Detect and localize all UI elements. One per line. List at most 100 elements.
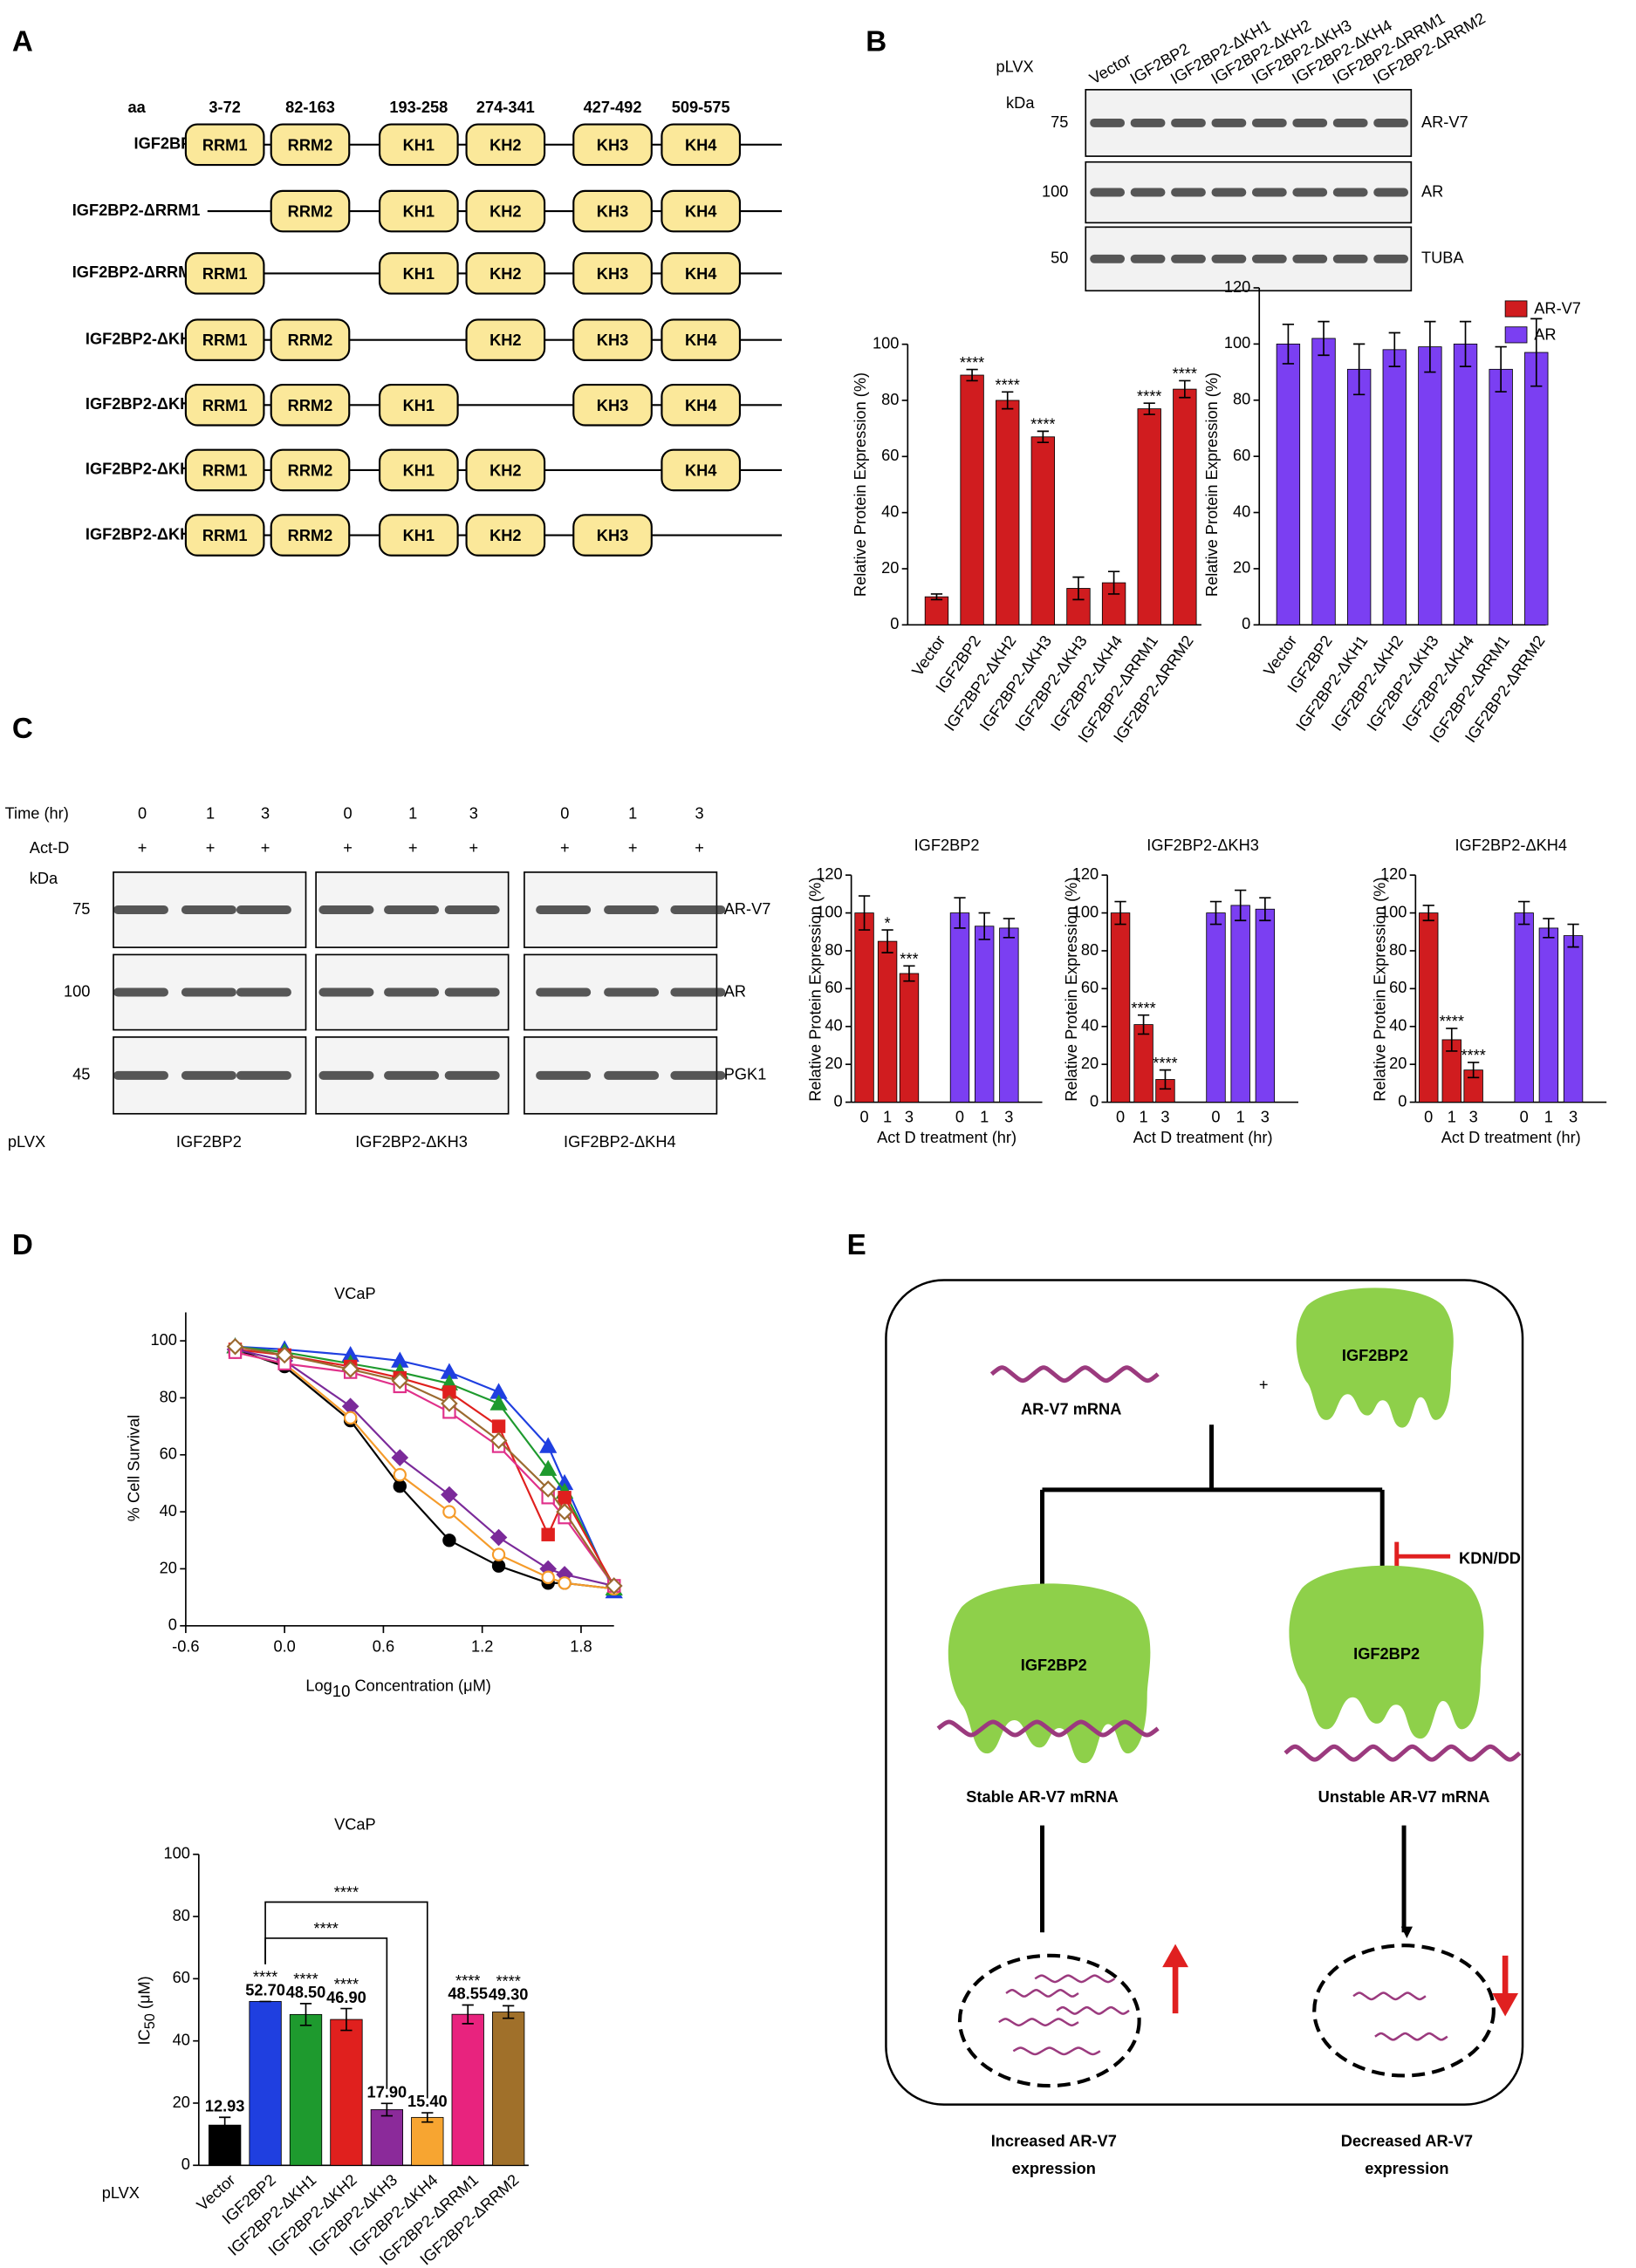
- marker: [393, 1479, 407, 1493]
- domain-label: RRM1: [202, 135, 248, 154]
- domain-label: RRM2: [288, 202, 333, 221]
- band: [1211, 188, 1247, 197]
- y-axis-label: Relative Protein Expression (%): [1202, 372, 1221, 597]
- domain-label: KH4: [685, 135, 717, 154]
- y-tick-label: 100: [873, 333, 899, 352]
- error-bar: [219, 2116, 231, 2134]
- domain-label: RRM2: [288, 461, 333, 479]
- marker: [442, 1534, 456, 1547]
- y-tick-label: 40: [825, 1016, 842, 1035]
- band: [604, 987, 660, 997]
- domain-label: RRM2: [288, 135, 333, 154]
- error-bar: [1518, 900, 1530, 926]
- bar: [1489, 368, 1513, 625]
- mrna-wave: [1056, 2005, 1130, 2015]
- axis-label: IC50 (μM): [134, 1976, 158, 2045]
- bar: [411, 2116, 444, 2166]
- domain-box: [465, 189, 546, 233]
- domain-box: [270, 318, 351, 361]
- bar: [1276, 343, 1301, 625]
- construct-name: IGF2BP2-ΔKH4: [86, 524, 201, 543]
- plus: +: [695, 838, 704, 857]
- bar: [1206, 912, 1226, 1103]
- bar: [1110, 912, 1131, 1103]
- marker: [489, 1431, 508, 1450]
- label-part: (μM): [134, 1976, 153, 2013]
- arrows: [1040, 1825, 1405, 1933]
- error-bar: [858, 895, 871, 931]
- x-tick-label: 3: [1004, 1108, 1013, 1126]
- mrna-wave: [998, 2018, 1079, 2027]
- x-tick-label: 0: [1211, 1108, 1220, 1126]
- error-bar: [1446, 1028, 1458, 1052]
- significance: ****: [960, 353, 984, 372]
- domain-label: KH3: [597, 264, 628, 283]
- band: [384, 905, 440, 914]
- domain-label: RRM2: [288, 331, 333, 349]
- bar: [1563, 935, 1584, 1103]
- legend-swatch: [1504, 300, 1528, 318]
- row-label: AR-V7: [1421, 113, 1468, 131]
- y-tick-label: 20: [881, 558, 899, 577]
- x-tick-label: 0: [859, 1108, 868, 1126]
- y-tick-label: 100: [1072, 902, 1099, 920]
- x-tick-label: 1.8: [570, 1636, 592, 1655]
- domain-box: [661, 318, 742, 361]
- construct-name: IGF2BP2-ΔKH2: [86, 394, 201, 413]
- band: [1251, 188, 1287, 197]
- y-tick-label: 60: [1081, 978, 1099, 996]
- band: [1171, 254, 1206, 263]
- construct-name: IGF2BP2-ΔKH3: [86, 460, 201, 478]
- x-tick-label: 3: [1261, 1108, 1270, 1126]
- y-tick-label: 60: [173, 1968, 190, 1986]
- marker: [541, 1570, 555, 1584]
- mrna-wave: [1034, 1974, 1116, 1984]
- bar: [1514, 912, 1534, 1103]
- error-bar: [1468, 1062, 1480, 1079]
- domain-box: [378, 189, 459, 233]
- marker: [491, 1419, 506, 1433]
- x-tick-label: 3: [905, 1108, 914, 1126]
- error-bar: [1143, 402, 1155, 415]
- result-label: expression: [1365, 2159, 1448, 2177]
- unstable-label: Unstable AR-V7 mRNA: [1318, 1787, 1490, 1806]
- band: [1373, 118, 1409, 127]
- protein-label: IGF2BP2: [1021, 1656, 1087, 1674]
- domain-box: [270, 514, 351, 557]
- band: [236, 905, 291, 914]
- band: [670, 987, 726, 997]
- domain-label: RRM2: [288, 396, 333, 414]
- y-tick-label: 20: [1081, 1054, 1099, 1072]
- y-tick-label: 120: [816, 864, 842, 883]
- domain-box: [465, 252, 546, 295]
- plus: +: [560, 838, 570, 857]
- band: [444, 905, 500, 914]
- range-label: 427-492: [584, 98, 642, 116]
- error-bar: [978, 912, 990, 940]
- mrna-wave: [1352, 1991, 1427, 2001]
- domain-label: KH2: [489, 331, 521, 349]
- domain-box: [572, 318, 653, 361]
- significance: ***: [900, 950, 918, 968]
- frame: [885, 1279, 1524, 2106]
- band: [536, 1070, 592, 1080]
- domain-box: [184, 123, 265, 167]
- construct-name: IGF2BP2-ΔKH1: [86, 329, 201, 347]
- time-value: 0: [344, 803, 353, 822]
- marker: [489, 1528, 508, 1547]
- bar: [1382, 349, 1407, 625]
- error-bar: [1179, 379, 1191, 399]
- y-tick-label: 100: [816, 902, 842, 920]
- domain-label: RRM1: [202, 264, 248, 283]
- chart-title: IGF2BP2-ΔKH4: [1455, 836, 1567, 854]
- y-tick-label: 20: [1233, 558, 1250, 577]
- band: [1332, 254, 1368, 263]
- domain-box: [465, 514, 546, 557]
- domain-label: RRM1: [202, 396, 248, 414]
- plus: +: [628, 838, 638, 857]
- y-tick-label: 20: [173, 2093, 190, 2111]
- band: [1211, 118, 1247, 127]
- domain-box: [184, 252, 265, 295]
- x-tick-label: 0: [1116, 1108, 1125, 1126]
